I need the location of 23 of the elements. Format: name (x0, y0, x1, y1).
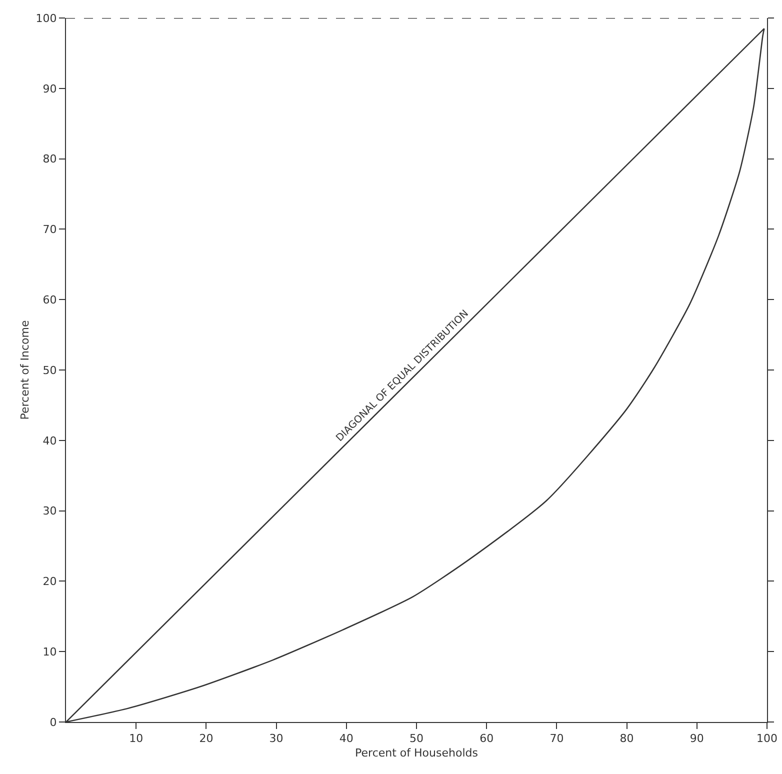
y-tick-label: 70 (42, 223, 57, 236)
y-tick-label: 60 (42, 293, 57, 306)
y-tick-label: 100 (36, 12, 57, 25)
x-tick-label: 80 (620, 732, 634, 746)
x-tick-label: 60 (480, 732, 494, 746)
x-tick-label: 10 (129, 732, 144, 746)
y-tick-label: 80 (42, 152, 57, 166)
y-tick-label: 0 (50, 716, 57, 729)
y-tick-label: 90 (42, 82, 57, 96)
x-tick-label: 40 (339, 732, 354, 746)
x-tick-label: 100 (756, 732, 778, 746)
y-tick-label: 20 (42, 575, 57, 588)
y-tick-label: 50 (42, 364, 57, 377)
y-axis-title: Percent of Income (18, 320, 32, 420)
y-tick-label: 30 (42, 504, 57, 518)
x-tick-label: 20 (199, 732, 214, 746)
x-tick-label: 50 (410, 732, 424, 746)
x-tick-label: 70 (550, 732, 564, 746)
x-tick-label: 30 (269, 732, 284, 746)
x-tick-label: 90 (690, 732, 704, 746)
x-axis-title: Percent of Households (355, 746, 478, 760)
y-tick-label: 40 (42, 434, 57, 448)
y-tick-label: 10 (42, 645, 57, 658)
